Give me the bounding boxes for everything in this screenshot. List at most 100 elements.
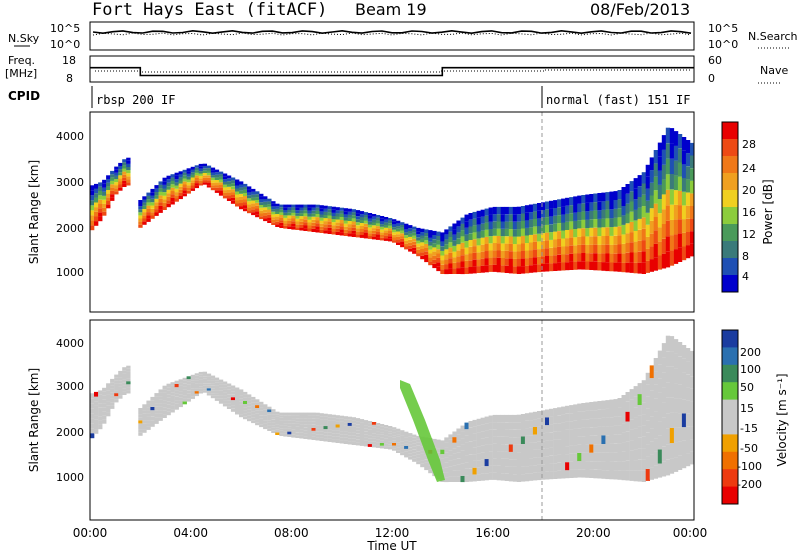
echo-cell [605,244,610,254]
echo-cell [396,450,401,453]
echo-cell [669,382,675,398]
velocity-ytick-2000: 2000 [56,426,84,439]
echo-cell [605,209,610,219]
echo-cell [565,246,570,255]
echo-cell [226,198,232,201]
echo-cell [577,461,582,470]
echo-cell [94,221,99,226]
echo-cell [476,439,481,447]
echo-cell [444,457,449,463]
echo-cell [243,410,248,414]
echo-cell [440,449,445,455]
echo-cell [383,238,389,241]
echo-cell [182,187,187,191]
echo-cell [235,402,240,406]
echo-cell [247,403,252,407]
echo-cell [339,226,345,230]
echo-cell [335,421,340,425]
echo-cell [549,455,554,464]
echo-cell [226,386,232,390]
echo-cell [371,424,377,428]
echo-cell [685,218,691,232]
echo-cell [408,433,413,436]
echo-cell [396,223,401,227]
echo-cell [420,463,425,468]
echo-cell [263,404,268,408]
echo-cell [315,220,320,224]
echo-cell [589,410,594,419]
echo-cell [480,424,485,432]
echo-cell [436,262,441,267]
echo-cell [158,417,163,421]
echo-cell [690,350,695,364]
echo-cell [150,406,155,411]
echo-cell [339,223,345,227]
echo-cell [460,456,465,464]
echo-cell [585,236,590,245]
echo-cell [436,266,441,272]
echo-cell [222,398,228,401]
echo-cell [541,433,546,442]
echo-cell [665,158,671,175]
echo-cell [102,403,107,408]
echo-cell [122,177,127,181]
echo-cell [553,415,558,424]
echo-cell [633,460,638,471]
echo-cell [218,190,224,193]
echo-cell [573,445,578,454]
echo-cell [681,219,687,233]
echo-cell [202,383,208,386]
echo-cell [222,395,228,399]
echo-cell [637,383,642,394]
echo-cell [528,442,534,451]
echo-cell [299,427,304,430]
echo-cell [488,264,493,272]
echo-cell [665,366,671,383]
echo-cell [190,188,196,191]
echo-cell [110,190,115,195]
echo-cell [275,219,280,222]
echo-cell [581,261,586,270]
echo-cell [653,176,659,191]
echo-cell [295,426,300,430]
echo-cell [557,231,562,239]
echo-cell [206,185,212,188]
echo-cell [363,425,369,429]
echo-cell [94,415,99,420]
echo-cell [355,433,361,437]
echo-cell [371,219,377,223]
echo-cell [685,153,691,167]
echo-cell [355,424,361,428]
echo-cell [114,399,119,403]
echo-cell [90,215,95,221]
echo-cell [561,446,566,455]
echo-cell [371,427,377,431]
colorbar-swatch [722,190,738,208]
echo-cell [585,461,590,470]
echo-cell [206,385,212,389]
echo-cell [235,393,240,397]
echo-cell [625,213,630,224]
power-cbar-tick-24: 24 [742,162,756,175]
echo-cell [90,210,95,216]
echo-cell [440,264,445,270]
echo-cell [182,178,187,182]
echo-cell [267,420,272,423]
echo-cell [637,197,642,208]
echo-cell [307,415,312,419]
echo-cell [677,205,683,220]
echo-cell [375,217,381,221]
echo-cell [114,166,119,170]
echo-cell [126,157,131,161]
echo-cell [267,409,272,413]
echo-cell [303,415,308,419]
echo-cell [331,424,336,428]
echo-cell [98,204,103,209]
colorbar-swatch [722,275,738,293]
echo-cell [230,189,236,193]
echo-cell [331,433,336,437]
echo-cell [98,208,103,213]
echo-cell [649,365,655,379]
echo-cell [174,179,179,183]
echo-cell [174,406,179,410]
